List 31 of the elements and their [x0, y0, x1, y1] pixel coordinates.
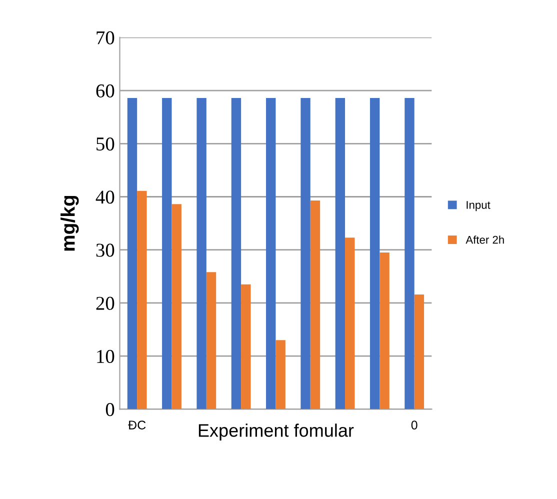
bar — [300, 98, 310, 410]
bar — [127, 98, 138, 410]
y-tick-label: 40 — [96, 190, 114, 204]
bar — [241, 284, 251, 410]
bar — [370, 98, 380, 410]
bar — [137, 190, 147, 410]
bar — [310, 200, 320, 410]
y-tick-label: 10 — [97, 350, 114, 364]
bar — [345, 238, 355, 410]
x-tick-label: ĐC — [128, 420, 146, 430]
bar — [404, 98, 414, 410]
y-tick-label: 50 — [96, 137, 114, 151]
x-axis-title: Experiment fomular — [198, 424, 354, 440]
y-tick-label: 0 — [106, 402, 114, 416]
y-tick-label: 20 — [96, 296, 114, 310]
bar — [380, 252, 390, 410]
y-tick-label: 30 — [96, 244, 114, 257]
legend-label: After 2h — [466, 236, 504, 244]
bar — [206, 272, 216, 410]
legend-label: Input — [466, 201, 490, 212]
bar — [414, 294, 424, 410]
bar — [231, 98, 242, 410]
bar — [196, 98, 206, 410]
bar — [276, 340, 286, 410]
bar — [266, 98, 276, 410]
bar — [172, 204, 182, 410]
bar — [335, 98, 346, 410]
bar — [162, 98, 172, 410]
y-tick-label: 70 — [96, 31, 114, 44]
y-axis-title: mg/kg — [60, 196, 79, 251]
y-tick-label: 60 — [96, 84, 114, 98]
